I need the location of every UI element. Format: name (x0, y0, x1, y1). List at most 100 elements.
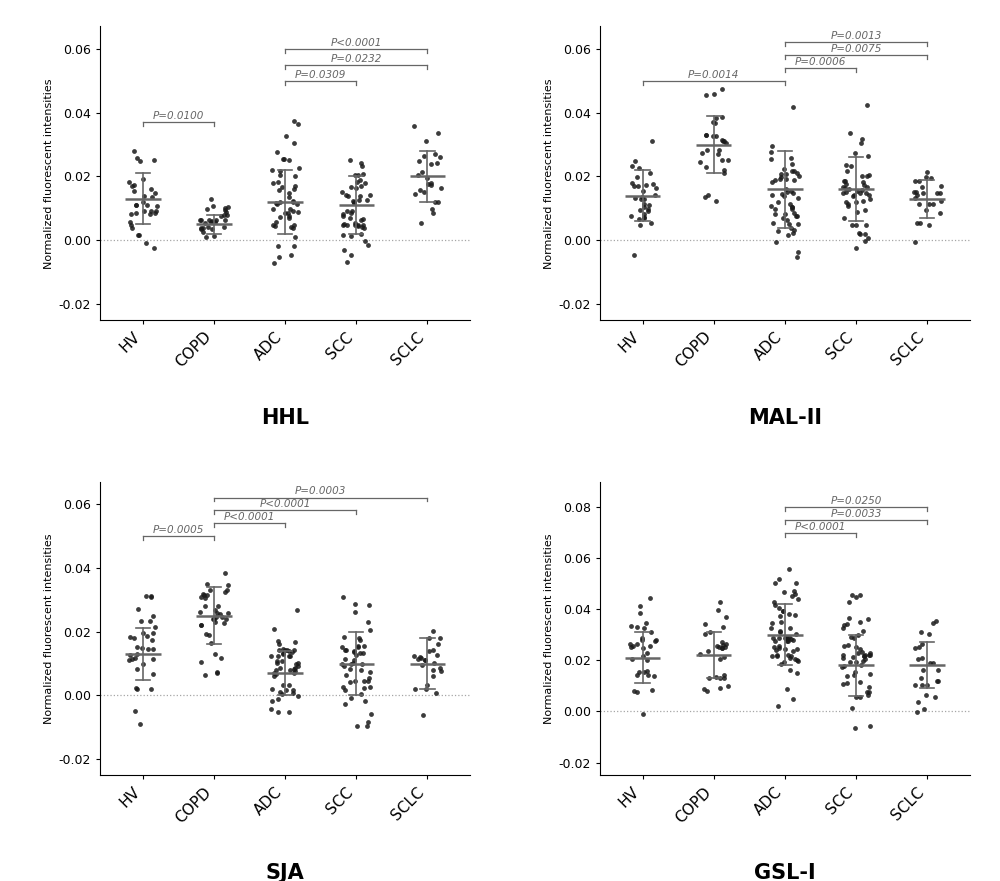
Point (133, 614, 149, 628)
Point (128, 205, 144, 219)
Point (712, 681, 728, 695)
Point (425, 206, 441, 220)
Point (933, 194, 949, 208)
Point (205, 611, 221, 626)
Point (143, 682, 159, 696)
Point (629, 668, 645, 682)
Point (789, 250, 805, 264)
Point (855, 625, 871, 639)
Point (281, 677, 297, 692)
Point (764, 138, 780, 152)
Point (275, 647, 291, 661)
Point (129, 648, 145, 662)
Point (359, 719, 375, 733)
Point (269, 144, 285, 159)
Point (266, 666, 282, 680)
Point (265, 176, 281, 190)
Point (776, 162, 792, 176)
Point (784, 157, 800, 171)
Point (281, 190, 297, 204)
Point (278, 130, 294, 144)
Point (643, 625, 659, 639)
Point (271, 182, 287, 196)
Point (836, 211, 852, 225)
Point (837, 174, 853, 189)
Point (343, 691, 359, 705)
Point (708, 111, 724, 125)
Point (287, 635, 303, 649)
Point (847, 665, 863, 679)
Point (337, 642, 353, 656)
Text: P<0.0001: P<0.0001 (224, 512, 275, 522)
Point (359, 193, 375, 207)
Point (192, 213, 208, 227)
Point (702, 625, 718, 639)
Point (193, 655, 209, 669)
Point (772, 172, 788, 186)
Point (147, 186, 163, 200)
Point (220, 578, 236, 592)
Point (346, 196, 362, 210)
Point (925, 617, 941, 631)
Point (201, 628, 217, 642)
Point (407, 188, 423, 202)
Point (632, 203, 648, 217)
Point (771, 572, 787, 586)
Point (270, 634, 286, 648)
Point (425, 624, 441, 638)
Point (697, 190, 713, 204)
Point (414, 658, 430, 672)
Point (854, 132, 870, 146)
Point (836, 618, 852, 632)
Point (712, 596, 728, 610)
Point (862, 192, 878, 206)
Point (282, 203, 298, 217)
Point (197, 591, 213, 605)
Point (199, 577, 215, 591)
Point (838, 158, 854, 172)
Point (423, 176, 439, 190)
Point (852, 227, 868, 241)
Point (764, 188, 780, 202)
Point (692, 155, 708, 169)
Point (342, 153, 358, 167)
Point (148, 204, 164, 218)
Point (638, 178, 654, 192)
Point (923, 171, 939, 185)
Point (764, 174, 780, 189)
Point (290, 689, 306, 703)
Point (852, 615, 868, 629)
Point (838, 195, 854, 209)
Point (925, 197, 941, 211)
Point (121, 654, 137, 668)
Point (629, 170, 645, 184)
Point (700, 188, 716, 202)
Point (286, 663, 302, 677)
Point (350, 218, 366, 233)
Point (856, 648, 872, 663)
Point (406, 119, 422, 133)
Point (334, 185, 350, 199)
Point (782, 663, 798, 677)
Point (342, 211, 358, 226)
Point (289, 196, 305, 211)
Point (648, 181, 664, 195)
Y-axis label: Normalized fluorescent intensities: Normalized fluorescent intensities (544, 533, 554, 723)
Point (860, 688, 876, 702)
Point (791, 168, 807, 182)
Point (632, 599, 648, 613)
Point (623, 210, 639, 224)
Point (272, 164, 288, 178)
Text: SJA: SJA (266, 863, 304, 881)
Point (836, 659, 852, 673)
Point (860, 149, 876, 163)
Point (130, 228, 146, 242)
Point (425, 643, 441, 657)
Point (143, 590, 159, 604)
Point (778, 181, 794, 196)
Point (336, 243, 352, 257)
Point (362, 188, 378, 202)
Point (280, 206, 296, 220)
Point (848, 241, 864, 255)
Point (361, 598, 377, 612)
